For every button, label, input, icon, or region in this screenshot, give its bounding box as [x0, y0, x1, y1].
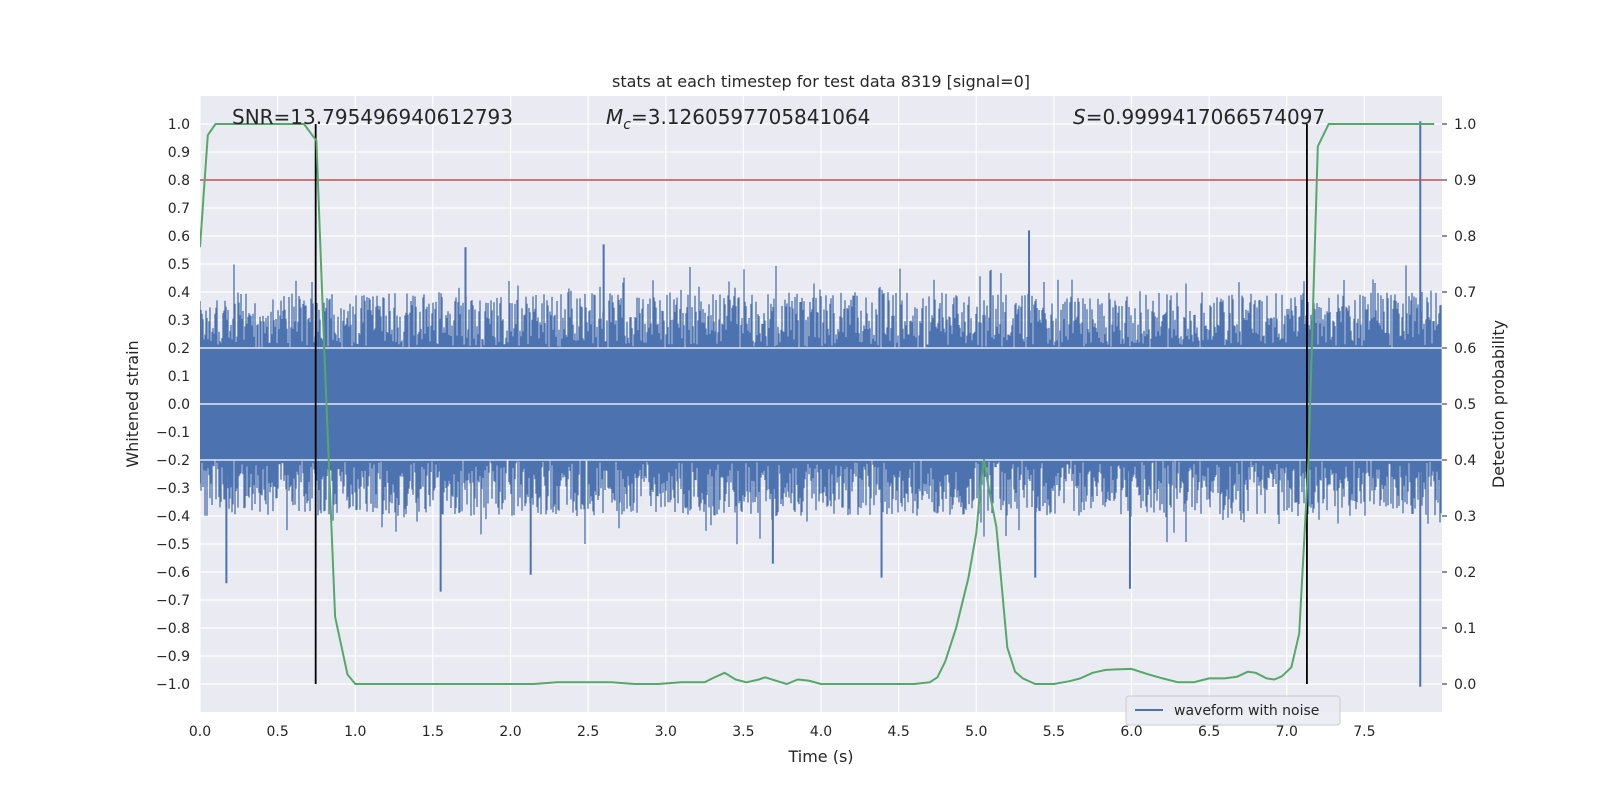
legend: waveform with noise	[1125, 695, 1341, 726]
y-tick-label-right: 0.4	[1454, 453, 1476, 469]
y-tick-label-right: 0.6	[1454, 341, 1476, 357]
y-axis-label-right: Detection probability	[1489, 320, 1508, 488]
y-axis-label: Whitened strain	[123, 340, 142, 467]
y-tick-label: 1.0	[168, 117, 190, 133]
y-tick-label: −0.7	[156, 593, 190, 609]
y-tick-label: 0.9	[168, 145, 190, 161]
x-tick-label: 6.0	[1120, 724, 1142, 740]
legend-label-waveform: waveform with noise	[1174, 703, 1319, 719]
y-tick-label-right: 0.1	[1454, 621, 1476, 637]
x-tick-label: 5.0	[965, 724, 987, 740]
probability-line	[200, 123, 1435, 685]
score-value: =0.9999417066574097	[1086, 105, 1325, 129]
y-tick-label: 0.5	[168, 257, 190, 273]
chirp-mass-value: =3.1260597705841064	[631, 105, 870, 129]
y-tick-label: −0.2	[156, 453, 190, 469]
x-tick-label: 1.0	[344, 724, 366, 740]
y-tick-label: 0.6	[168, 229, 190, 245]
x-ticks: 0.0 0.5 1.0 1.5 2.0 2.5 3.0 3.5 4.0 4.5 5.0 5.5 6.0 6…	[189, 724, 1376, 740]
x-tick-label: 3.0	[655, 724, 677, 740]
chirp-mass-annotation: Mc=3.1260597705841064	[606, 105, 870, 133]
chart-title: stats at each timestep for test data 831…	[612, 72, 1030, 91]
probability-series	[200, 123, 1435, 685]
y-ticks-right: 1.0 0.9 0.8 0.7 0.6 0.5 0.4 0.3 0.2 0.1 0.0	[1442, 117, 1476, 693]
x-axis-label: Time (s)	[787, 747, 853, 766]
y-tick-label-right: 0.0	[1454, 677, 1476, 693]
y-tick-label: −0.4	[156, 509, 190, 525]
y-tick-label: 0.1	[168, 369, 190, 385]
y-tick-label: −0.3	[156, 481, 190, 497]
x-tick-label: 4.5	[887, 724, 909, 740]
x-tick-label: 3.5	[732, 724, 754, 740]
y-tick-label-right: 0.8	[1454, 229, 1476, 245]
y-tick-label-right: 0.9	[1454, 173, 1476, 189]
y-tick-label: −1.0	[156, 677, 190, 693]
y-tick-label: −0.5	[156, 537, 190, 553]
x-tick-label: 4.0	[810, 724, 832, 740]
y-tick-label: 0.0	[168, 397, 190, 413]
chirp-mass-subscript: c	[623, 117, 631, 133]
x-tick-label: 1.5	[422, 724, 444, 740]
legend-box	[1125, 695, 1341, 726]
reference-lines	[200, 124, 1442, 684]
y-tick-label: 0.4	[168, 285, 190, 301]
y-tick-label-right: 0.7	[1454, 285, 1476, 301]
x-tick-label: 0.0	[189, 724, 211, 740]
y-tick-label: 0.3	[168, 313, 190, 329]
score-symbol: S	[1073, 105, 1086, 129]
y-ticks: 1.0 0.9 0.8 0.7 0.6 0.5 0.4 0.3 0.2 0.1 0.0 −0.1 −0.…	[156, 117, 190, 693]
y-tick-label: −0.8	[156, 621, 190, 637]
y-tick-label: 0.8	[168, 173, 190, 189]
x-tick-label: 0.5	[266, 724, 288, 740]
score-annotation: S=0.9999417066574097	[1073, 105, 1325, 129]
x-tick-label: 5.5	[1043, 724, 1065, 740]
x-tick-label: 6.5	[1198, 724, 1220, 740]
snr-annotation: SNR=13.795496940612793	[232, 105, 513, 129]
y-tick-label: 0.2	[168, 341, 190, 357]
y-tick-label-right: 0.2	[1454, 565, 1476, 581]
x-tick-label: 7.0	[1276, 724, 1298, 740]
y-tick-label-right: 0.5	[1454, 397, 1476, 413]
y-tick-label-right: 1.0	[1454, 117, 1476, 133]
y-tick-label: −0.9	[156, 649, 190, 665]
x-tick-label: 2.5	[577, 724, 599, 740]
x-tick-label: 2.0	[499, 724, 521, 740]
chirp-mass-symbol: M	[606, 105, 623, 129]
y-tick-label: 0.7	[168, 201, 190, 217]
y-tick-label: −0.1	[156, 425, 190, 441]
waveform-series	[200, 121, 1442, 687]
y-tick-label-right: 0.3	[1454, 509, 1476, 525]
y-tick-label: −0.6	[156, 565, 190, 581]
x-tick-label: 7.5	[1353, 724, 1375, 740]
